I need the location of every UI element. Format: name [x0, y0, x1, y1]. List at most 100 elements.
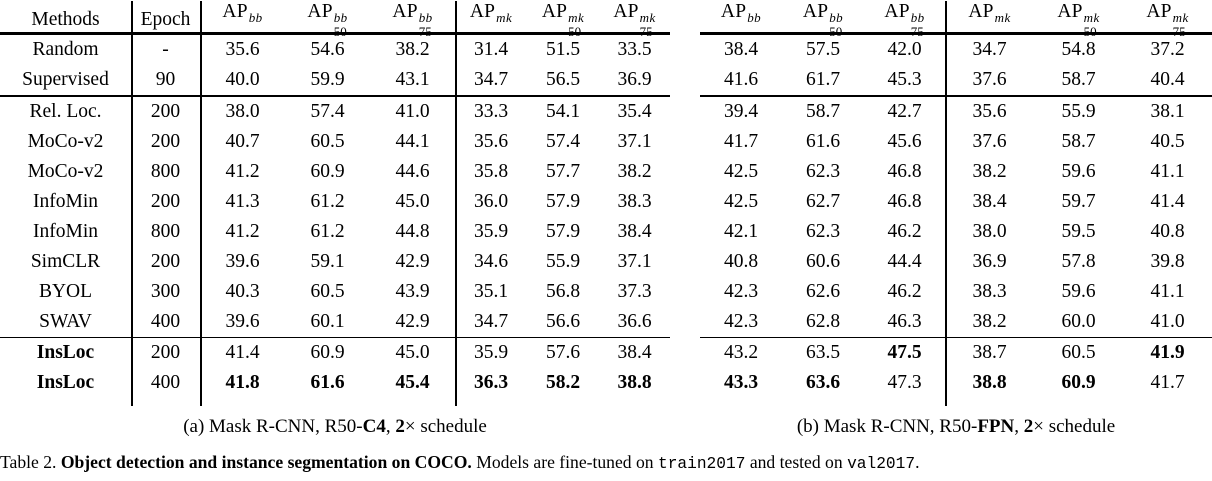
cell-value: 60.5 [310, 280, 345, 302]
cell-value: 41.0 [395, 100, 430, 122]
results-table: MethodsEpochAPbbAPbb50APbb75APmkAPmk50AP… [0, 1, 1212, 406]
cell-value: 44.1 [395, 130, 430, 152]
cell-value: 60.0 [1061, 310, 1096, 332]
cell-epoch: 200 [150, 130, 181, 152]
cell-method: MoCo-v2 [27, 130, 104, 152]
cell-value: 42.9 [395, 250, 430, 272]
c4-col-header-ap-1-superscript: bb [333, 10, 348, 26]
thick-rule [0, 32, 1212, 35]
col-header-methods: Methods [31, 8, 100, 30]
cell-value: 40.5 [1150, 130, 1185, 152]
subcaption-b-sep: , [1014, 416, 1024, 437]
cell-epoch: 200 [150, 190, 181, 212]
rule-segment-left [0, 95, 670, 97]
c4-col-header-ap-0-superscript: bb [248, 10, 263, 26]
cell-value: 36.9 [972, 250, 1007, 272]
cell-value: 62.3 [805, 160, 841, 182]
c4-col-header-ap-2-scripts: bb75 [419, 11, 433, 38]
cell-method: MoCo-v2 [27, 160, 104, 182]
cell-value: 38.8 [972, 372, 1007, 393]
cell-value: 57.4 [310, 100, 345, 122]
cell-value: 38.0 [225, 100, 260, 122]
cell-method: InfoMin [33, 190, 98, 212]
cell-value: 42.0 [887, 39, 922, 60]
cell-value: 41.7 [1150, 372, 1185, 393]
cell-value: 38.2 [617, 160, 652, 182]
fpn-col-header-ap-3: AP mk [945, 1, 1034, 38]
cell-value: 57.4 [545, 130, 581, 152]
fpn-col-header-ap-1-base: AP [802, 1, 829, 22]
subcaption-b-text: (b) Mask R-CNN, R50- [796, 416, 978, 437]
fpn-col-header-ap-5: APmk75 [1123, 1, 1212, 38]
cell-value: 40.3 [225, 280, 260, 302]
cell-value: 41.3 [225, 190, 260, 212]
cell-value: 42.3 [723, 310, 759, 332]
fpn-col-header-ap-5-superscript: mk [1172, 10, 1189, 26]
table-row: SimCLR 200 39.6 59.1 42.9 34.6 55.9 37.1 40.8 60.… [0, 247, 1212, 277]
fpn-col-header-ap-0: AP bb [700, 1, 782, 38]
fpn-col-header-ap-2-scripts: bb75 [911, 11, 925, 38]
cell-method: InsLoc [36, 342, 95, 363]
cell-value: 37.6 [972, 130, 1007, 152]
cell-value: 35.6 [972, 100, 1007, 122]
cell-epoch: 400 [150, 372, 181, 393]
cell-value: 38.4 [723, 39, 759, 60]
cell-value: 40.4 [1150, 69, 1185, 90]
fpn-col-header-ap-2-superscript: bb [910, 10, 925, 26]
cell-value: 59.7 [1061, 190, 1096, 212]
cell-value: 62.3 [805, 220, 841, 242]
cell-value: 61.6 [805, 130, 841, 152]
table-caption-code-val: val2017 [847, 455, 916, 473]
table-row: InfoMin 800 41.2 61.2 44.8 35.9 57.9 38.4 42.1 62… [0, 217, 1212, 247]
c4-col-header-ap-0: AP bb [200, 1, 285, 38]
cell-value: 45.3 [887, 69, 922, 90]
table-caption-label: Table 2. [0, 452, 61, 472]
cell-value: 42.1 [723, 220, 759, 242]
table-row: MoCo-v2 200 40.7 60.5 44.1 35.6 57.4 37.1 41.7 61… [0, 127, 1212, 157]
cell-value: 60.9 [310, 342, 345, 363]
fpn-col-header-ap-4: APmk50 [1034, 1, 1123, 38]
cell-value: 42.5 [723, 190, 759, 212]
cell-value: 37.1 [617, 130, 652, 152]
rule-segment-right [700, 32, 1212, 35]
table-row: Supervised 90 40.0 59.9 43.1 34.7 56.5 36.9 41.6… [0, 65, 1212, 95]
cell-epoch: - [162, 39, 169, 60]
cell-value: 58.2 [545, 372, 581, 393]
cell-value: 34.7 [473, 310, 509, 332]
fpn-col-header-ap-3-superscript: mk [994, 10, 1011, 26]
vertical-rule-fpn-bb-mk [945, 1, 947, 406]
cell-value: 34.7 [972, 39, 1007, 60]
fpn-col-header-ap-3-scripts: mk [995, 11, 1011, 38]
fpn-col-header-ap-2-base: AP [884, 1, 910, 22]
subcaption-a-sep: , [385, 416, 396, 437]
cell-value: 56.8 [545, 280, 581, 302]
cell-value: 41.4 [1150, 190, 1185, 212]
cell-value: 38.0 [972, 220, 1007, 242]
cell-epoch: 800 [150, 160, 181, 182]
cell-value: 46.3 [887, 310, 922, 332]
c4-col-header-ap-5-base: AP [613, 1, 639, 22]
cell-value: 36.0 [473, 190, 509, 212]
subcaption-a-schedule-num: 2 [395, 416, 405, 437]
cell-epoch: 300 [150, 280, 181, 302]
cell-value: 38.4 [972, 190, 1007, 212]
cell-value: 36.6 [617, 310, 652, 332]
fpn-col-header-ap-3-base: AP [968, 1, 994, 22]
c4-col-header-ap-4-scripts: mk50 [568, 11, 584, 38]
c4-col-header-ap-3-superscript: mk [496, 10, 513, 26]
fpn-col-header-ap-5-subscript: 75 [1173, 25, 1186, 38]
c4-col-header-ap-1: APbb50 [285, 1, 370, 38]
cell-value: 38.4 [617, 220, 652, 242]
cell-value: 42.3 [723, 280, 759, 302]
cell-method: SimCLR [30, 250, 101, 272]
header-row: MethodsEpochAPbbAPbb50APbb75APmkAPmk50AP… [0, 1, 1212, 38]
c4-col-header-ap-1-base: AP [307, 1, 333, 22]
cell-value: 40.8 [1150, 220, 1185, 242]
cell-value: 47.3 [887, 372, 922, 393]
cell-value: 38.3 [972, 280, 1007, 302]
cell-method: InfoMin [33, 220, 98, 242]
thin-rule [0, 95, 1212, 97]
fpn-col-header-ap-1-subscript: 50 [829, 25, 842, 38]
fpn-col-header-ap-1-superscript: bb [829, 10, 844, 26]
cell-value: 45.4 [395, 372, 430, 393]
